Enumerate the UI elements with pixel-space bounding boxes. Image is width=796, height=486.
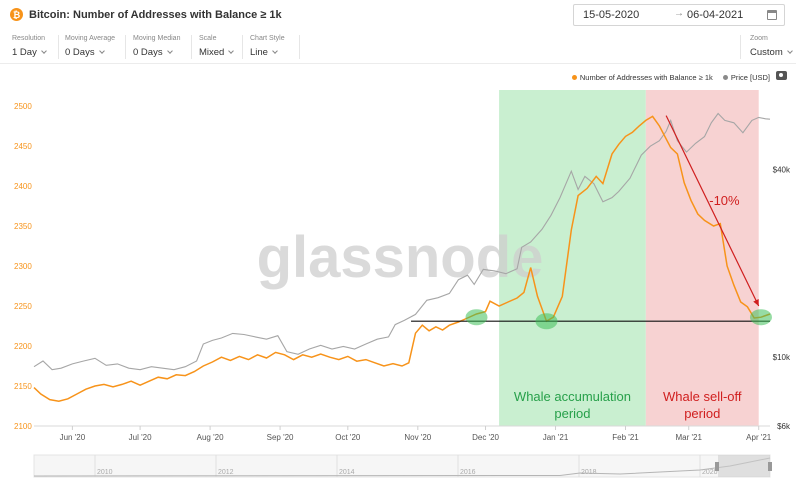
x-tick-label: Dec '20 [472,433,499,442]
selloff-label: period [684,406,720,421]
date-start-input[interactable]: 15-05-2020 [583,9,640,21]
x-tick-label: Mar '21 [676,433,703,442]
legend-label-addresses: Number of Addresses with Balance ≥ 1k [579,73,713,82]
zoom-value[interactable]: Custom [750,47,783,58]
navigator-year-label: 2014 [339,469,355,476]
navigator-year-label: 2016 [460,469,476,476]
legend-item-addresses[interactable]: Number of Addresses with Balance ≥ 1k [571,73,713,82]
legend-label-price: Price [USD] [730,73,770,82]
y-left-tick-label: 2500 [14,102,32,111]
zoom-select[interactable]: Zoom Custom [750,35,793,60]
y-left-tick-label: 2200 [14,342,32,351]
moving-average-label: Moving Average [65,35,116,42]
accumulation-label: period [554,406,590,421]
trend-arrow-line [665,115,760,307]
navigator-year-label: 2012 [218,469,234,476]
chart-header: ₿ Bitcoin: Number of Addresses with Bala… [0,0,796,32]
y-left-tick-label: 2300 [14,262,32,271]
x-tick-label: Nov '20 [404,433,431,442]
moving-median-select[interactable]: Moving Median 0 Days [133,35,180,60]
y-left-tick-label: 2100 [14,422,32,431]
chart-legend: Number of Addresses with Balance ≥ 1k Pr… [571,73,770,82]
moving-median-value[interactable]: 0 Days [133,47,163,58]
y-left-tick-label: 2250 [14,302,32,311]
scale-select[interactable]: Scale Mixed [199,35,235,60]
highlight-marker [749,309,772,326]
addresses-line [33,115,771,402]
selloff-label: Whale sell-off [663,389,742,404]
moving-average-value[interactable]: 0 Days [65,47,95,58]
x-tick-label: Aug '20 [197,433,224,442]
selloff-band [645,90,759,426]
period-bands [499,90,759,426]
date-end-input[interactable]: 06-04-2021 [687,9,744,21]
navigator-year-label: 2020 [702,469,718,476]
y-right-tick-label: $6k [777,422,791,431]
navigator-year-label: 2010 [97,469,113,476]
trend-percent-label: -10% [709,193,740,208]
accumulation-band [499,90,646,426]
legend-dot-icon [722,75,728,80]
chart-style-label: Chart Style [250,35,285,42]
divider [191,35,192,59]
navigator-handle-left [715,462,719,471]
watermark: glassnode [257,225,544,290]
navigator-selection [718,455,770,477]
x-tick-label: Oct '20 [335,433,361,442]
y-left-tick-label: 2150 [14,382,32,391]
x-tick-label: Apr '21 [746,433,772,442]
chart-style-select[interactable]: Chart Style Line [250,35,285,60]
chart-title: Bitcoin: Number of Addresses with Balanc… [29,8,282,21]
y-axis-right: $6k $10k $40k [773,165,791,431]
resolution-value[interactable]: 1 Day [12,47,37,58]
y-left-tick-label: 2450 [14,142,32,151]
navigator[interactable]: 2010 2012 2014 2016 2018 2020 [33,454,772,478]
price-line [33,112,771,371]
arrow-right-icon: → [674,8,684,19]
resolution-label: Resolution [12,35,46,42]
series-lines [33,112,771,402]
navigator-track [33,454,771,478]
moving-median-label: Moving Median [133,35,181,42]
resolution-select[interactable]: Resolution 1 Day [12,35,47,60]
divider [299,35,300,59]
accumulation-label: Whale accumulation [514,389,631,404]
bitcoin-icon: ₿ [10,8,23,21]
legend-item-price[interactable]: Price [USD] [722,73,770,82]
highlight-marker [535,313,558,330]
chart-style-value[interactable]: Line [250,47,268,58]
navigator-handle-right [768,462,772,471]
arrow-head-icon [753,299,759,306]
chart-controls: Resolution 1 Day Moving Average 0 Days M… [0,32,796,64]
scale-label: Scale [199,35,217,42]
y-axis-left: 2100 2150 2200 2250 2300 2350 2400 2450 2500 [14,102,32,431]
x-tick-label: Feb '21 [612,433,639,442]
highlight-marker [465,309,488,326]
camera-icon[interactable] [776,71,787,80]
zoom-label: Zoom [750,35,768,42]
x-tick-label: Jun '20 [60,433,86,442]
x-axis: Jun '20 Jul '20 Aug '20 Sep '20 Oct '20 Nov '… [34,425,772,442]
annotations: -10% Whale accumulation period Whale sell-o… [411,115,772,421]
divider [125,35,126,59]
moving-average-select[interactable]: Moving Average 0 Days [65,35,115,60]
calendar-icon[interactable] [767,10,777,20]
legend-dot-icon [571,75,577,80]
x-tick-label: Jul '20 [129,433,152,442]
x-tick-label: Jan '21 [543,433,569,442]
chart-title-row: ₿ Bitcoin: Number of Addresses with Bala… [10,8,282,21]
x-tick-label: Sep '20 [267,433,294,442]
scale-value[interactable]: Mixed [199,47,225,58]
date-range-picker[interactable]: 15-05-2020 → 06-04-2021 [573,4,785,26]
y-right-tick-label: $10k [773,353,791,362]
y-right-tick-label: $40k [773,165,791,174]
navigator-year-label: 2018 [581,469,597,476]
watermark-layer: glassnode [257,225,544,290]
divider [58,35,59,59]
divider [242,35,243,59]
y-left-tick-label: 2350 [14,222,32,231]
divider [740,35,741,59]
y-left-tick-label: 2400 [14,182,32,191]
